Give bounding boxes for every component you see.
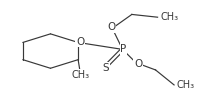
Text: O: O [76,37,84,47]
Text: P: P [120,44,126,54]
Text: O: O [107,22,116,32]
Text: S: S [103,63,109,73]
Text: CH₃: CH₃ [177,80,195,90]
Text: CH₃: CH₃ [160,12,179,22]
Text: CH₃: CH₃ [71,70,89,80]
Text: O: O [134,59,142,69]
